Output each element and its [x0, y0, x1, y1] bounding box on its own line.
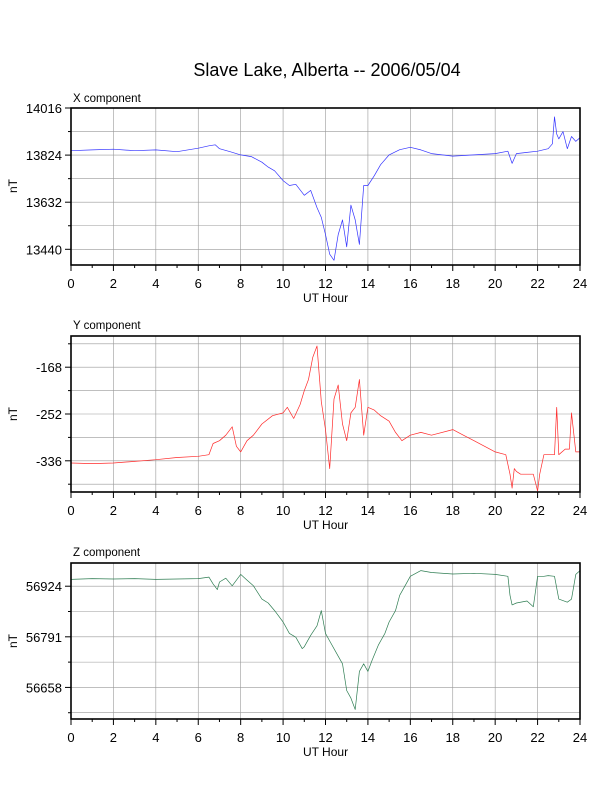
x-tick-label: 12	[318, 503, 332, 518]
x-tick-label: 0	[67, 503, 74, 518]
x-axis-label: UT Hour	[303, 291, 348, 305]
x-tick-label: 20	[488, 503, 502, 518]
panels: 0 2 4 6 8 10 12 14 16 18 20 22 241344013632138241401…	[6, 93, 587, 759]
x-tick-label: 14	[361, 730, 375, 745]
x-tick-label: 14	[361, 276, 375, 291]
x-tick-label: 4	[152, 730, 159, 745]
x-tick-label: 10	[276, 503, 290, 518]
x-axis-label: UT Hour	[303, 518, 348, 532]
x-tick-label: 24	[573, 730, 587, 745]
panel-title-z: Z component	[73, 547, 141, 559]
x-tick-label: 18	[446, 503, 460, 518]
panel-x: 0 2 4 6 8 10 12 14 16 18 20 22 241344013632138241401…	[6, 93, 587, 305]
x-tick-label: 8	[237, 730, 244, 745]
figure-title: Slave Lake, Alberta -- 2006/05/04	[193, 60, 460, 80]
x-tick-label: 20	[488, 730, 502, 745]
y-tick-label: -168	[36, 360, 62, 375]
x-tick-label: 2	[110, 503, 117, 518]
x-tick-label: 22	[530, 730, 544, 745]
x-tick-label: 24	[573, 276, 587, 291]
y-tick-label: 13440	[26, 242, 62, 257]
series-line-x	[70, 116, 581, 261]
x-tick-label: 4	[152, 503, 159, 518]
y-axis-label: nT	[6, 178, 20, 193]
y-axis-label: nT	[6, 633, 20, 648]
x-tick-label: 0	[67, 276, 74, 291]
x-tick-label: 8	[237, 276, 244, 291]
panel-title-y: Y component	[73, 320, 141, 332]
x-tick-label: 0	[67, 730, 74, 745]
x-axis-label: UT Hour	[303, 745, 348, 759]
x-tick-label: 6	[195, 503, 202, 518]
x-tick-label: 4	[152, 276, 159, 291]
x-tick-label: 10	[276, 276, 290, 291]
y-tick-label: 14016	[26, 101, 62, 116]
y-tick-label: 56791	[26, 630, 62, 645]
x-tick-label: 24	[573, 503, 587, 518]
x-tick-label: 12	[318, 730, 332, 745]
x-tick-label: 14	[361, 503, 375, 518]
x-tick-label: 12	[318, 276, 332, 291]
x-tick-label: 2	[110, 276, 117, 291]
y-tick-label: 56924	[26, 579, 62, 594]
series-line-z	[70, 570, 581, 710]
x-tick-label: 6	[195, 276, 202, 291]
y-tick-label: 13632	[26, 195, 62, 210]
x-tick-label: 22	[530, 276, 544, 291]
x-tick-label: 16	[403, 503, 417, 518]
x-tick-label: 22	[530, 503, 544, 518]
series-line-y	[70, 345, 580, 492]
y-tick-label: 56658	[26, 680, 62, 695]
x-tick-label: 6	[195, 730, 202, 745]
x-tick-label: 8	[237, 503, 244, 518]
x-tick-label: 2	[110, 730, 117, 745]
panel-title-x: X component	[73, 93, 142, 105]
y-tick-label: -252	[36, 407, 62, 422]
x-tick-label: 20	[488, 276, 502, 291]
x-tick-label: 16	[403, 276, 417, 291]
x-tick-label: 18	[446, 276, 460, 291]
y-tick-label: 13824	[26, 148, 62, 163]
y-axis-label: nT	[6, 406, 20, 421]
y-tick-label: -336	[36, 454, 62, 469]
x-tick-label: 10	[276, 730, 290, 745]
x-tick-label: 18	[446, 730, 460, 745]
x-tick-label: 16	[403, 730, 417, 745]
